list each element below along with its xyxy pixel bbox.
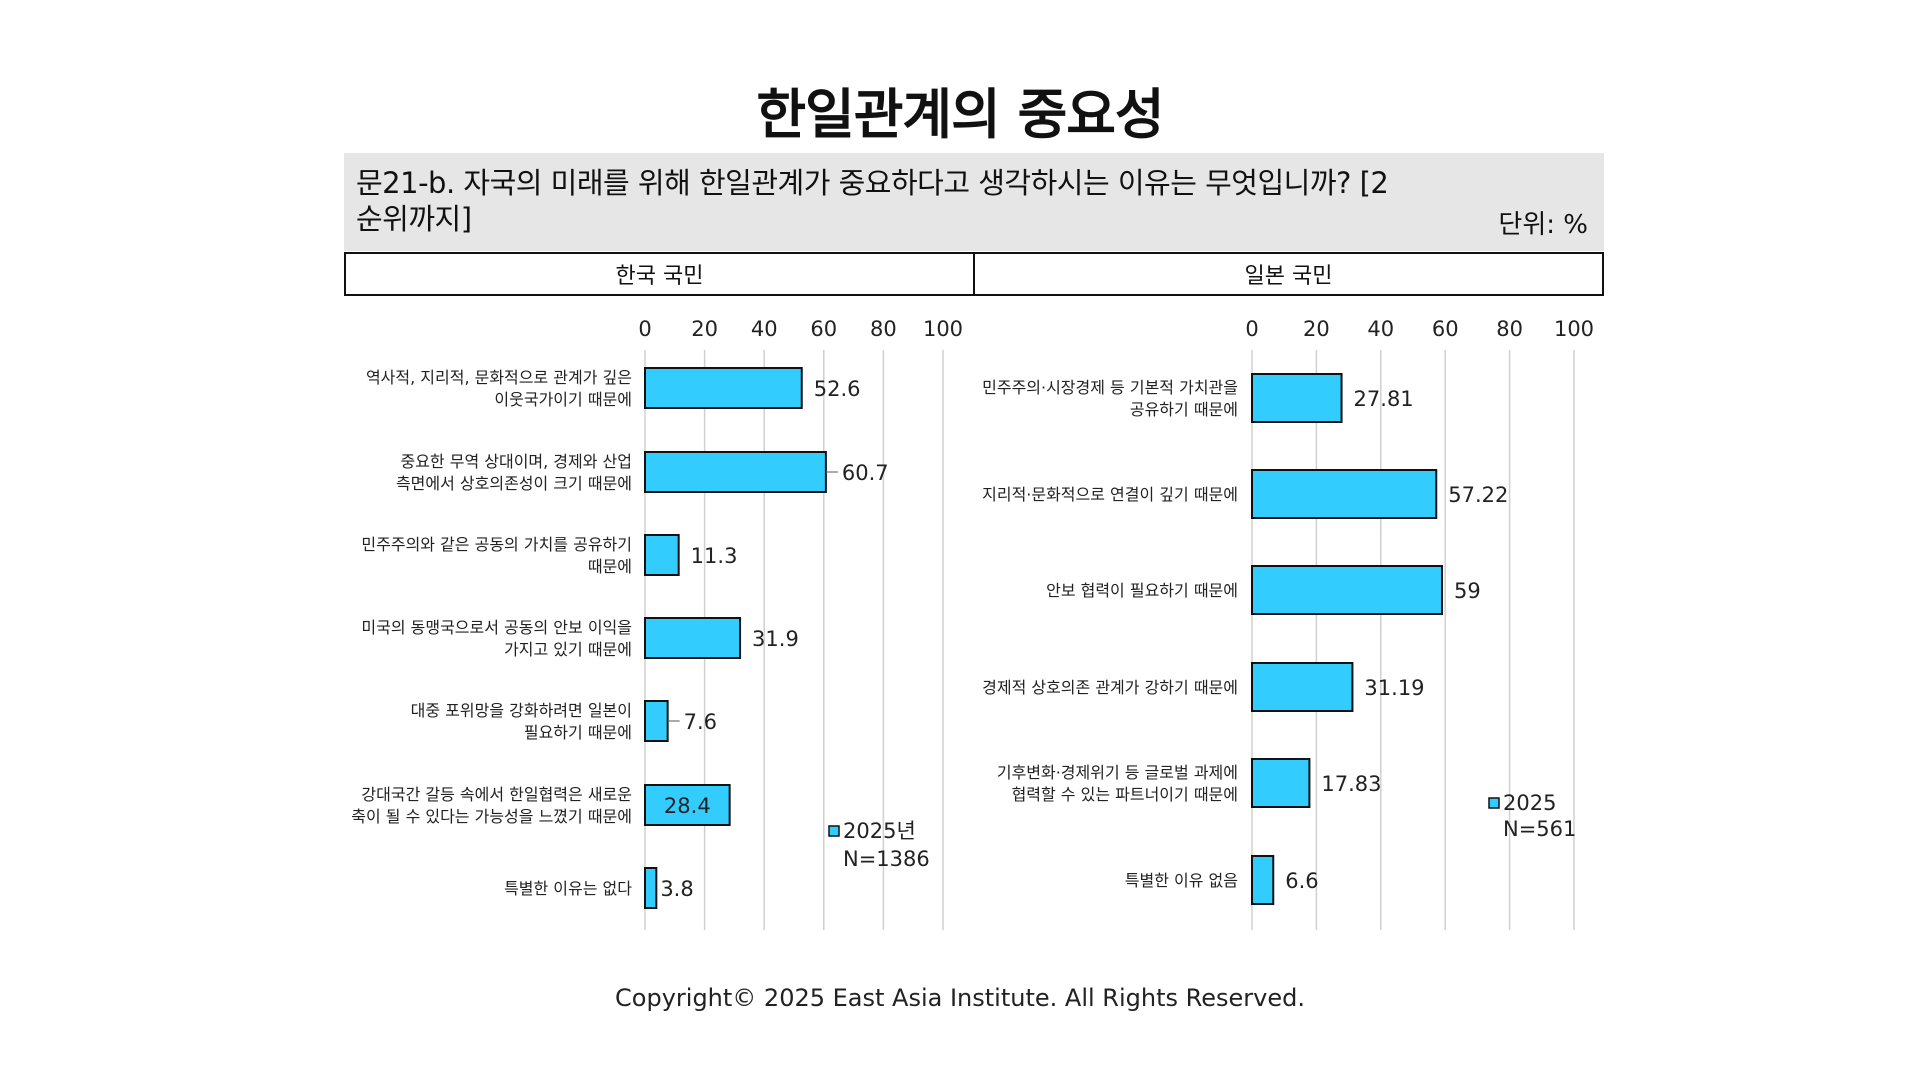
bar-korea-6: [644, 867, 658, 909]
category-label-korea-0-1: 이웃국가이기 때문에: [494, 390, 632, 409]
category-label-korea-6-0: 특별한 이유는 없다: [504, 879, 632, 898]
legend-swatch-japan: [1488, 797, 1500, 809]
value-label-japan-2: 59: [1454, 579, 1481, 603]
legend-label-korea: 2025년: [843, 819, 916, 843]
question-text: 문21-b. 자국의 미래를 위해 한일관계가 중요하다고 생각하시는 이유는 …: [356, 166, 1389, 236]
legend-n-korea: N=1386: [843, 847, 930, 871]
value-label-korea-3: 31.9: [752, 627, 799, 651]
x-tick-label-korea-0: 0: [638, 317, 651, 341]
panel-header-korea: 한국 국민: [344, 252, 975, 296]
bar-korea-1: [644, 451, 827, 493]
bar-japan-1: [1251, 469, 1438, 519]
legend-swatch-korea: [828, 825, 840, 837]
bar-japan-2: [1251, 565, 1443, 615]
category-label-korea-5-0: 강대국간 갈등 속에서 한일협력은 새로운: [361, 785, 632, 804]
legend-n-japan: N=561: [1503, 817, 1576, 841]
x-tick-label-japan-100: 100: [1554, 317, 1594, 341]
value-label-korea-1: 60.7: [842, 461, 889, 485]
value-label-korea-2: 11.3: [691, 544, 738, 568]
category-label-japan-4-0: 기후변화·경제위기 등 글로벌 과제에: [997, 763, 1238, 782]
category-label-japan-4-1: 협력할 수 있는 파트너이기 때문에: [1012, 785, 1238, 804]
value-label-japan-1: 57.22: [1448, 483, 1508, 507]
category-label-japan-3-0: 경제적 상호의존 관계가 강하기 때문에: [982, 678, 1238, 697]
x-tick-label-japan-60: 60: [1432, 317, 1459, 341]
bar-japan-4: [1251, 758, 1311, 808]
category-label-japan-2-0: 안보 협력이 필요하기 때문에: [1046, 581, 1238, 600]
value-label-japan-4: 17.83: [1321, 772, 1381, 796]
value-label-korea-0: 52.6: [814, 377, 861, 401]
copyright-footer: Copyright© 2025 East Asia Institute. All…: [615, 984, 1305, 1012]
question-box: 문21-b. 자국의 미래를 위해 한일관계가 중요하다고 생각하시는 이유는 …: [344, 153, 1604, 251]
x-tick-label-korea-80: 80: [870, 317, 897, 341]
category-label-japan-5-0: 특별한 이유 없음: [1125, 871, 1238, 890]
bar-korea-5: [644, 784, 731, 826]
x-tick-label-japan-20: 20: [1303, 317, 1330, 341]
value-label-japan-5: 6.6: [1285, 869, 1318, 893]
category-label-japan-0-0: 민주주의·시장경제 등 기본적 가치관을: [982, 378, 1238, 397]
unit-label: 단위: %: [1498, 210, 1588, 240]
bar-korea-2: [644, 534, 680, 576]
x-tick-label-korea-60: 60: [810, 317, 837, 341]
bar-japan-0: [1251, 373, 1343, 423]
x-tick-label-korea-100: 100: [923, 317, 963, 341]
category-label-korea-2-0: 민주주의와 같은 공동의 가치를 공유하기: [361, 535, 632, 554]
value-label-korea-4: 7.6: [684, 710, 717, 734]
x-tick-label-korea-20: 20: [691, 317, 718, 341]
value-label-japan-0: 27.81: [1354, 387, 1414, 411]
bar-japan-5: [1251, 855, 1275, 905]
category-label-korea-4-0: 대중 포위망을 강화하려면 일본이: [411, 701, 632, 720]
x-tick-label-korea-40: 40: [751, 317, 778, 341]
category-label-korea-0-0: 역사적, 지리적, 문화적으로 관계가 깊은: [366, 368, 632, 387]
category-label-korea-3-0: 미국의 동맹국으로서 공동의 안보 이익을: [361, 618, 632, 637]
value-label-japan-3: 31.19: [1364, 676, 1424, 700]
bar-korea-0: [644, 367, 803, 409]
x-tick-label-japan-0: 0: [1245, 317, 1258, 341]
bar-korea-3: [644, 617, 742, 659]
bar-japan-3: [1251, 662, 1354, 712]
category-label-korea-2-1: 때문에: [588, 557, 632, 576]
category-label-korea-5-1: 축이 될 수 있다는 가능성을 느꼈기 때문에: [351, 807, 632, 826]
page-title: 한일관계의 중요성: [756, 83, 1164, 146]
category-label-korea-1-0: 중요한 무역 상대이며, 경제와 산업: [400, 452, 632, 471]
category-label-korea-4-1: 필요하기 때문에: [524, 723, 632, 742]
x-tick-label-japan-40: 40: [1367, 317, 1394, 341]
category-label-korea-1-1: 측면에서 상호의존성이 크기 때문에: [396, 474, 632, 493]
value-label-korea-6: 3.8: [660, 877, 693, 901]
category-label-korea-3-1: 가지고 있기 때문에: [504, 640, 632, 659]
panel-header-japan: 일본 국민: [973, 252, 1604, 296]
x-tick-label-japan-80: 80: [1496, 317, 1523, 341]
value-label-korea-5: 28.4: [664, 794, 711, 818]
bar-korea-4: [644, 700, 669, 742]
category-label-japan-1-0: 지리적·문화적으로 연결이 깊기 때문에: [982, 485, 1238, 504]
legend-label-japan: 2025: [1503, 791, 1556, 815]
category-label-japan-0-1: 공유하기 때문에: [1130, 400, 1238, 419]
